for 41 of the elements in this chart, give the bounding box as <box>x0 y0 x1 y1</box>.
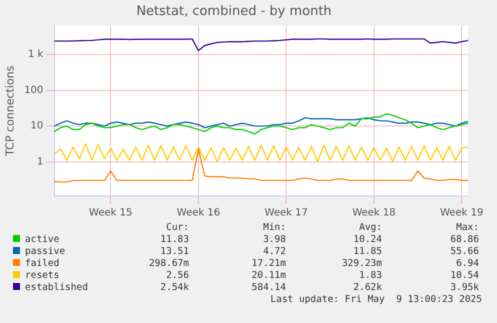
text: 20.11m <box>252 270 286 281</box>
legend-label: failed <box>24 258 60 270</box>
text: 11.85 <box>353 246 382 257</box>
text: Min: <box>263 222 286 233</box>
x-tick-label: Week 15 <box>89 208 132 219</box>
chart-title: Netstat, combined - by month <box>136 4 332 20</box>
text: 68.86 <box>450 234 479 245</box>
x-tick-label: Week 19 <box>440 208 484 219</box>
text: 4.72 <box>263 246 286 257</box>
text: 17.21m <box>252 258 286 269</box>
legend-label: established <box>24 282 88 294</box>
x-tick-label: Week 18 <box>352 208 396 219</box>
text: Cur: <box>166 222 189 233</box>
text: 55.66 <box>450 246 479 257</box>
text: 1.83 <box>359 270 382 281</box>
y-tick-label: 100 <box>24 84 44 96</box>
text: 2.54k <box>160 282 189 293</box>
y-tick-label: 1 k <box>28 49 44 60</box>
y-tick-label: 10 <box>30 120 44 132</box>
x-tick-label: Week 17 <box>264 208 308 219</box>
y-axis-title: TCP connections <box>3 65 16 157</box>
text: 13.51 <box>160 246 189 257</box>
text: 298.67m <box>148 258 189 269</box>
legend-label: active <box>24 234 60 246</box>
text: 2.56 <box>166 270 189 281</box>
legend-label: passive <box>24 246 66 258</box>
text: Avg: <box>359 222 382 233</box>
text: 3.98 <box>263 234 286 245</box>
x-tick-label: Week 16 <box>176 208 220 219</box>
text: 3.95k <box>450 282 479 293</box>
text: 2.62k <box>353 282 382 293</box>
text: 329.23m <box>342 258 382 269</box>
text: Last update: Fri May 9 13:00:23 2025 <box>270 294 482 305</box>
y-tick-label: 1 <box>36 156 44 168</box>
text: 11.83 <box>160 234 189 245</box>
text: Max: <box>456 222 479 233</box>
text: 6.94 <box>456 258 479 269</box>
text: 584.14 <box>252 282 286 293</box>
text: 10.54 <box>450 270 479 281</box>
text: 10.24 <box>353 234 382 245</box>
legend-label: resets <box>24 270 60 282</box>
